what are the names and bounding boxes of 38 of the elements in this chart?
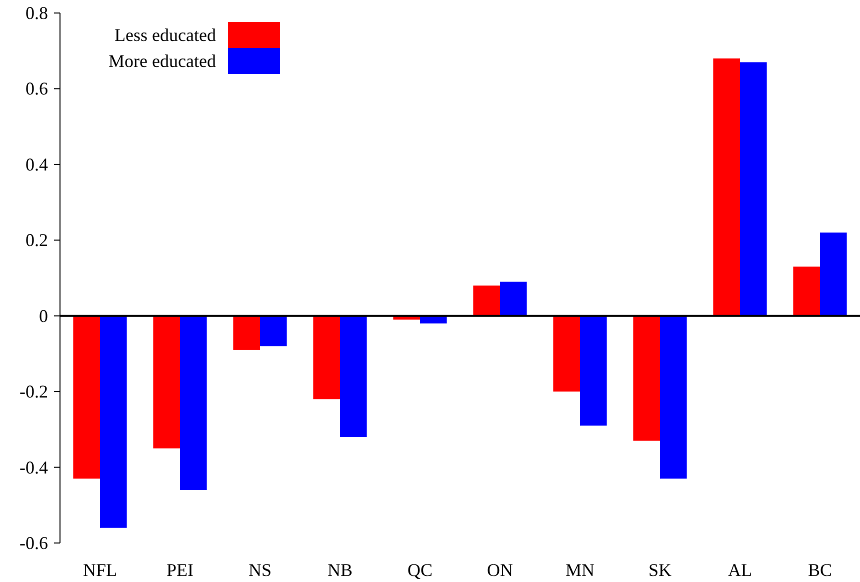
bar: [820, 232, 847, 316]
bar: [180, 316, 207, 490]
bar: [660, 316, 687, 479]
bar: [100, 316, 127, 528]
x-tick-label: ON: [487, 560, 513, 580]
legend-label: More educated: [108, 51, 216, 71]
bar: [633, 316, 660, 441]
x-tick-label: SK: [648, 560, 672, 580]
bar: [473, 286, 500, 316]
y-tick-label: 0.2: [26, 230, 48, 250]
bar: [73, 316, 100, 479]
y-tick-label: -0.6: [20, 533, 48, 553]
bar: [580, 316, 607, 426]
y-tick-label: -0.2: [20, 382, 48, 402]
y-tick-label: 0: [39, 306, 48, 326]
x-tick-label: NB: [327, 560, 353, 580]
x-tick-label: NS: [248, 560, 272, 580]
bar: [233, 316, 260, 350]
x-tick-label: MN: [565, 560, 595, 580]
bar: [793, 266, 820, 316]
bar: [340, 316, 367, 437]
bar: [260, 316, 287, 346]
x-tick-label: NFL: [82, 560, 118, 580]
x-tick-label: PEI: [166, 560, 194, 580]
y-tick-label: 0.6: [26, 78, 48, 99]
bar: [553, 316, 580, 392]
x-tick-label: QC: [407, 560, 433, 580]
bar: [713, 58, 740, 316]
y-tick-label: 0.4: [26, 154, 48, 174]
legend-label: Less educated: [114, 25, 216, 45]
x-tick-label: AL: [728, 560, 752, 580]
y-tick-label: 0.8: [26, 3, 48, 23]
bar: [500, 282, 527, 316]
bar: [740, 62, 767, 316]
bar: [153, 316, 180, 448]
bar: [313, 316, 340, 400]
x-tick-label: BC: [808, 560, 832, 580]
y-tick-label: -0.4: [20, 457, 48, 478]
